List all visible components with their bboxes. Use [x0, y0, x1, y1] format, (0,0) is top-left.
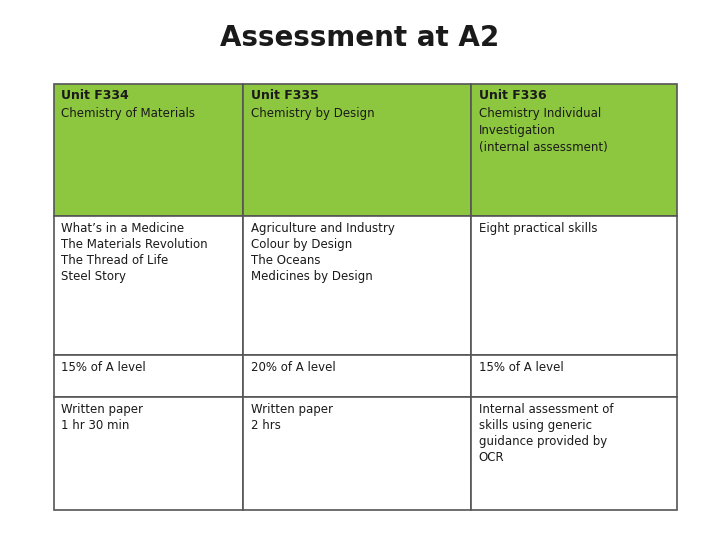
Text: 15% of A level: 15% of A level: [61, 361, 146, 374]
Bar: [472, 397, 677, 510]
Bar: [243, 397, 472, 510]
Text: Chemistry by Design: Chemistry by Design: [251, 107, 374, 120]
Bar: [54, 84, 243, 216]
Text: Assessment at A2: Assessment at A2: [220, 24, 500, 52]
Text: Unit F335: Unit F335: [251, 89, 318, 102]
Text: Written paper
1 hr 30 min: Written paper 1 hr 30 min: [61, 403, 143, 431]
Bar: [472, 84, 677, 216]
Bar: [243, 216, 472, 355]
Text: Unit F334: Unit F334: [61, 89, 129, 102]
Bar: [472, 355, 677, 397]
Text: What’s in a Medicine
The Materials Revolution
The Thread of Life
Steel Story: What’s in a Medicine The Materials Revol…: [61, 221, 208, 282]
Text: Chemistry of Materials: Chemistry of Materials: [61, 107, 195, 120]
Text: Chemistry Individual
Investigation
(internal assessment): Chemistry Individual Investigation (inte…: [479, 107, 607, 154]
Bar: [54, 355, 243, 397]
Text: Agriculture and Industry
Colour by Design
The Oceans
Medicines by Design: Agriculture and Industry Colour by Desig…: [251, 221, 395, 282]
Bar: [54, 216, 243, 355]
Text: Internal assessment of
skills using generic
guidance provided by
OCR: Internal assessment of skills using gene…: [479, 403, 613, 463]
Bar: [243, 355, 472, 397]
Text: 15% of A level: 15% of A level: [479, 361, 563, 374]
Text: Unit F336: Unit F336: [479, 89, 546, 102]
Bar: [243, 84, 472, 216]
Bar: [54, 397, 243, 510]
Text: Written paper
2 hrs: Written paper 2 hrs: [251, 403, 333, 431]
Text: Eight practical skills: Eight practical skills: [479, 221, 597, 234]
Text: 20% of A level: 20% of A level: [251, 361, 336, 374]
Bar: [472, 216, 677, 355]
